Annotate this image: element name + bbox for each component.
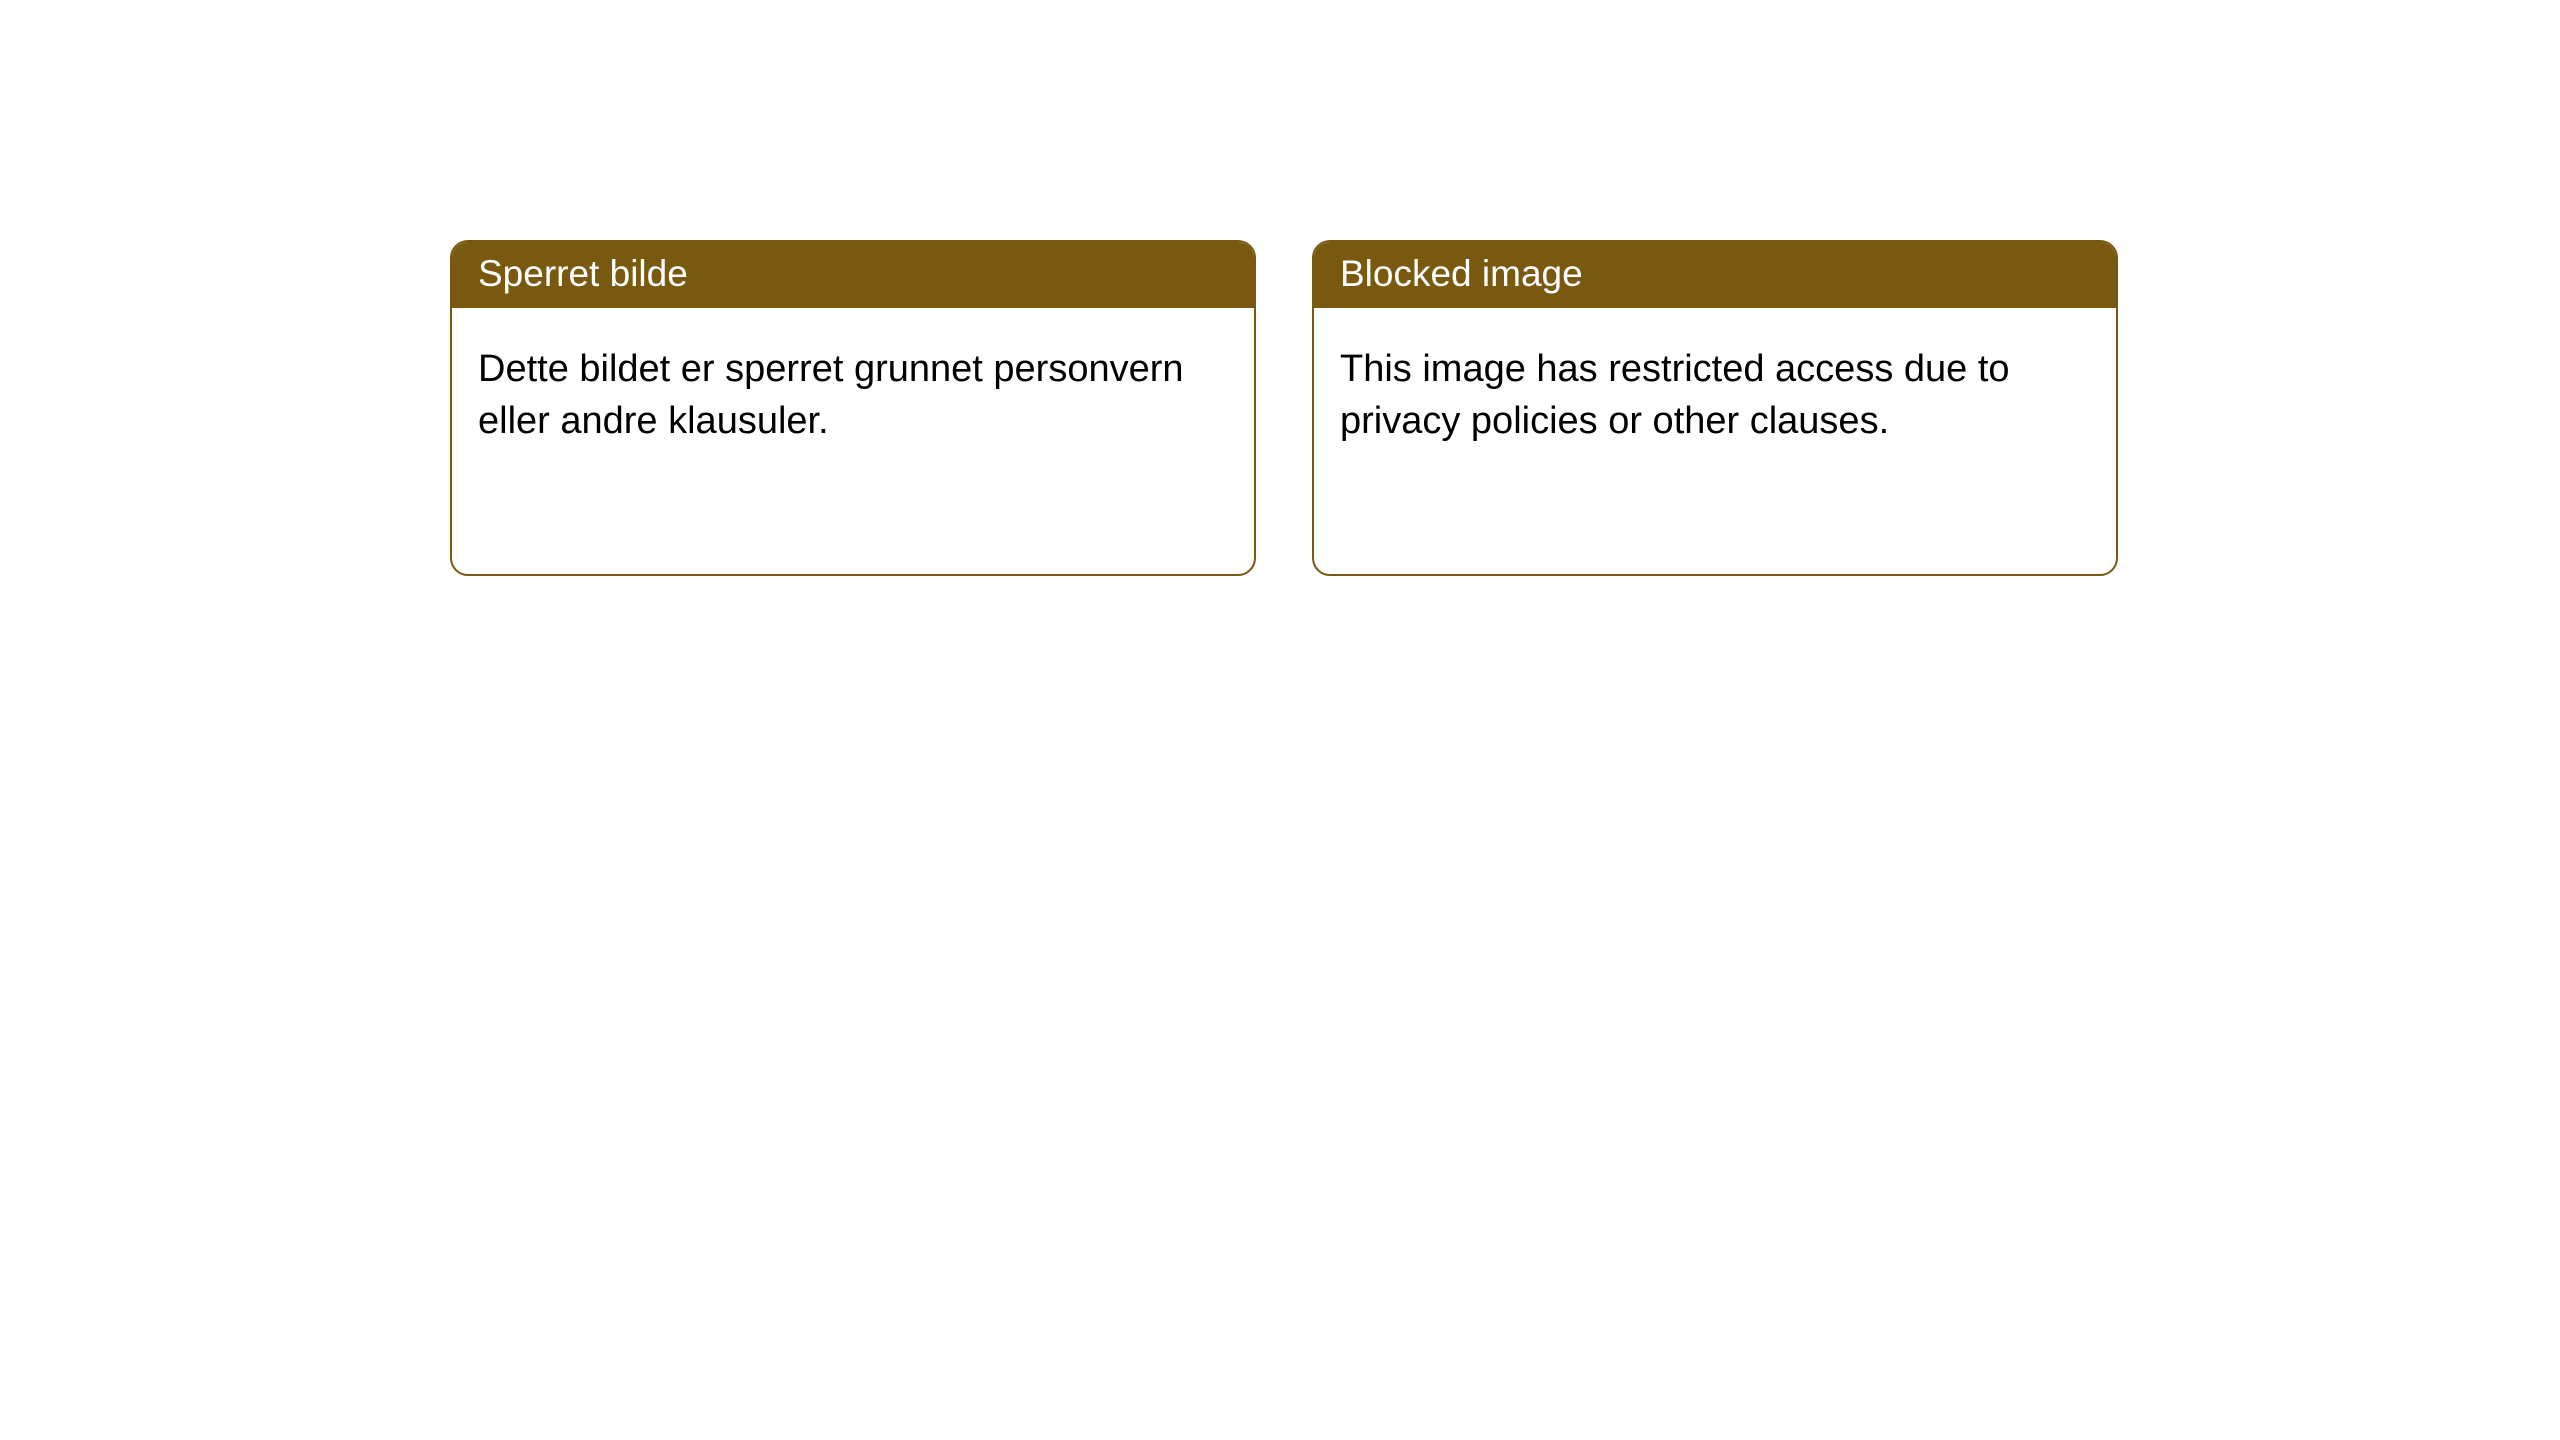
cards-container: Sperret bilde Dette bildet er sperret gr… [0, 0, 2560, 576]
blocked-image-card-no: Sperret bilde Dette bildet er sperret gr… [450, 240, 1256, 576]
card-header: Sperret bilde [452, 242, 1254, 308]
card-body-text: This image has restricted access due to … [1340, 348, 2010, 441]
card-body: This image has restricted access due to … [1314, 308, 2116, 473]
card-title: Sperret bilde [478, 253, 688, 294]
card-title: Blocked image [1340, 253, 1583, 294]
card-body: Dette bildet er sperret grunnet personve… [452, 308, 1254, 473]
card-body-text: Dette bildet er sperret grunnet personve… [478, 348, 1184, 441]
blocked-image-card-en: Blocked image This image has restricted … [1312, 240, 2118, 576]
card-header: Blocked image [1314, 242, 2116, 308]
